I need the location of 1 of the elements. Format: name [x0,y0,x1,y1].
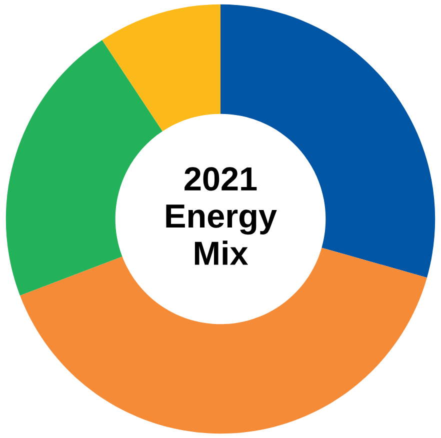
text: 2021 Energy Mix [166,167,277,265]
